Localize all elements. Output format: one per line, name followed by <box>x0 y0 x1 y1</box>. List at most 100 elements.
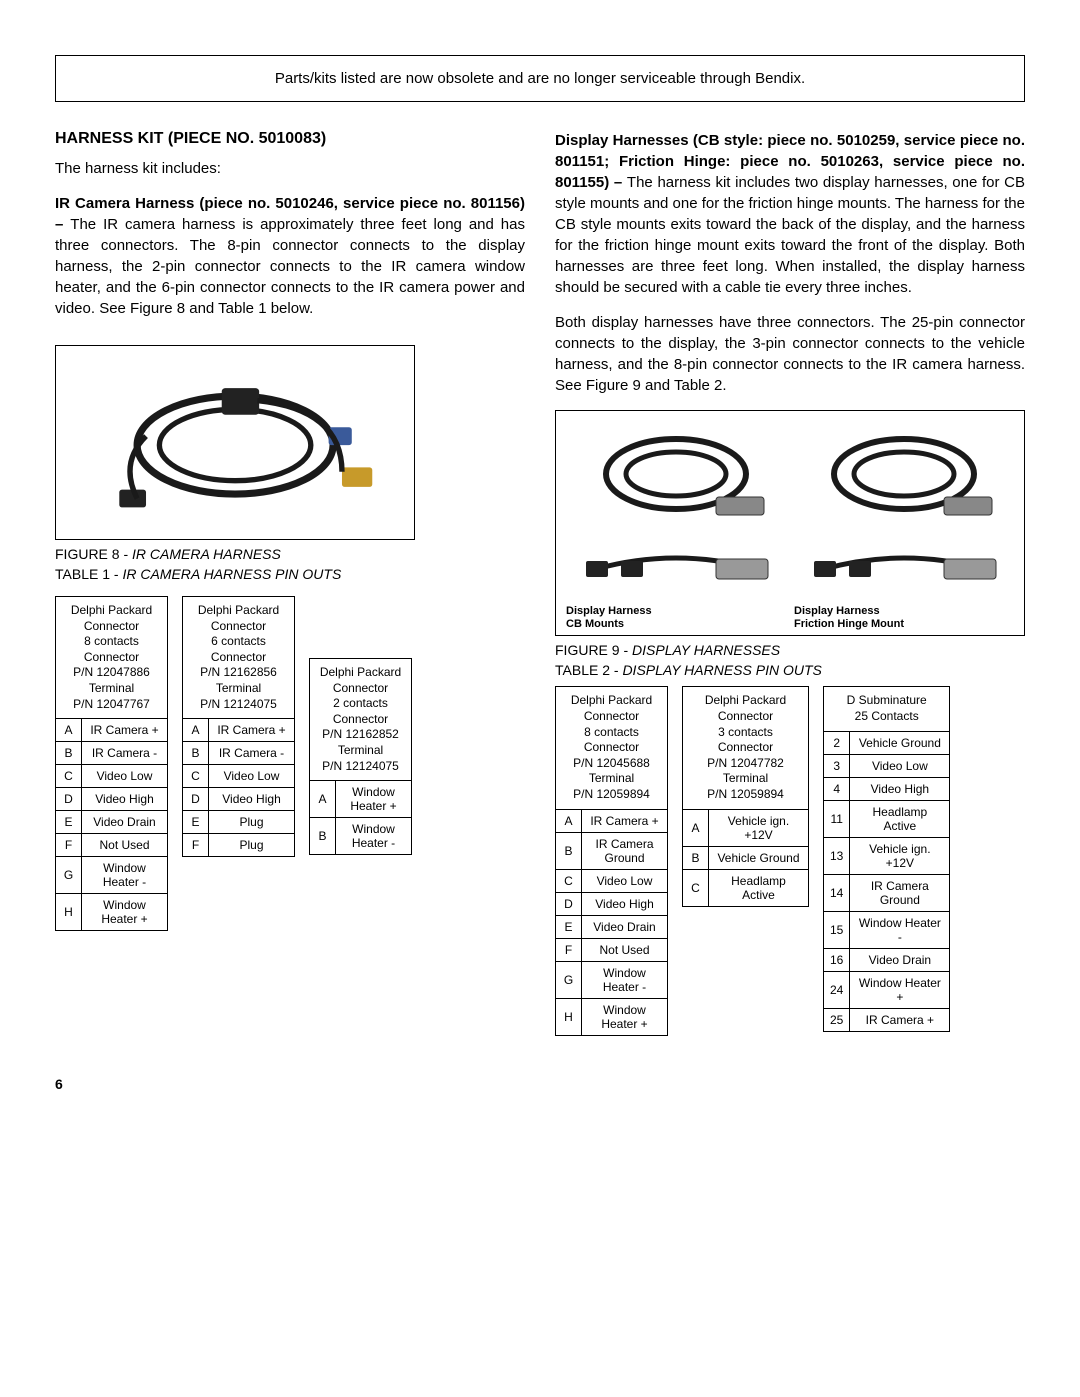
pin-id: 24 <box>824 971 850 1008</box>
right-column: Display Harnesses (CB style: piece no. 5… <box>555 130 1025 1036</box>
figure-9-frame: Display Harness CB Mounts Display Harnes… <box>555 410 1025 636</box>
table1-c6-header: Delphi PackardConnector6 contactsConnect… <box>183 597 295 719</box>
table2-25contact: D Subminature25 Contacts 2Vehicle Ground… <box>823 686 950 1031</box>
pin-id: F <box>56 834 82 857</box>
tbl2-italic: DISPLAY HARNESS PIN OUTS <box>622 662 821 678</box>
pin-signal: Window Heater - <box>582 961 668 998</box>
pin-id: A <box>310 781 336 818</box>
pin-id: 2 <box>824 731 850 754</box>
pin-signal: Window Heater - <box>850 911 950 948</box>
fig9-cb-bot <box>566 537 786 601</box>
pin-signal: Window Heater - <box>336 818 412 855</box>
table2-c3-header: Delphi PackardConnector3 contactsConnect… <box>683 687 809 809</box>
pin-id: A <box>556 809 582 832</box>
pin-signal: Video Low <box>82 765 168 788</box>
fig9-labels-row: Display Harness CB Mounts Display Harnes… <box>566 605 1014 631</box>
pin-signal: Video Low <box>582 869 668 892</box>
pin-id: 11 <box>824 800 850 837</box>
harness-kit-title: HARNESS KIT (PIECE NO. 5010083) <box>55 130 525 148</box>
pin-id: B <box>683 846 709 869</box>
pin-id: 14 <box>824 874 850 911</box>
table-2-group: Delphi PackardConnector8 contactsConnect… <box>555 686 1025 1035</box>
dh-para1-rest: The harness kit includes two display har… <box>555 174 1025 296</box>
display-harness-fh-connectors <box>794 537 1014 601</box>
pin-id: H <box>556 998 582 1035</box>
pin-id: D <box>183 788 209 811</box>
table2-c8-header: Delphi PackardConnector8 contactsConnect… <box>556 687 668 809</box>
table1-c2-header: Delphi PackardConnector2 contactsConnect… <box>310 659 412 781</box>
pin-id: B <box>56 742 82 765</box>
pin-signal: Video Low <box>209 765 295 788</box>
fig9-italic: DISPLAY HARNESSES <box>632 642 780 658</box>
pin-signal: Window Heater + <box>336 781 412 818</box>
pin-id: D <box>56 788 82 811</box>
pin-signal: Not Used <box>82 834 168 857</box>
pin-signal: Vehicle Ground <box>709 846 809 869</box>
pin-signal: Window Heater - <box>82 857 168 894</box>
notice-text: Parts/kits listed are now obsolete and a… <box>275 70 805 87</box>
pin-signal: Window Heater + <box>82 894 168 931</box>
table-2-caption: TABLE 2 - DISPLAY HARNESS PIN OUTS <box>555 662 1025 678</box>
content-columns: HARNESS KIT (PIECE NO. 5010083) The harn… <box>55 130 1025 1036</box>
fig9-label-cb: Display Harness CB Mounts <box>566 605 786 631</box>
pin-id: F <box>556 938 582 961</box>
pin-signal: IR Camera + <box>209 719 295 742</box>
pin-id: B <box>556 832 582 869</box>
display-harness-para1: Display Harnesses (CB style: piece no. 5… <box>555 130 1025 298</box>
obsolete-notice: Parts/kits listed are now obsolete and a… <box>55 55 1025 102</box>
page-number: 6 <box>55 1076 1025 1092</box>
table2-3contact: Delphi PackardConnector3 contactsConnect… <box>682 686 809 906</box>
fig9-fh-l1: Display Harness <box>794 605 880 617</box>
pin-signal: Video High <box>209 788 295 811</box>
pin-id: B <box>183 742 209 765</box>
fig9-cb-top <box>566 419 786 529</box>
pin-id: E <box>183 811 209 834</box>
table1-8contact: Delphi PackardConnector8 contactsConnect… <box>55 596 168 931</box>
pin-id: 16 <box>824 948 850 971</box>
table2-c25-header: D Subminature25 Contacts <box>824 687 950 731</box>
table1-c8-header: Delphi PackardConnector8 contactsConnect… <box>56 597 168 719</box>
tbl2-prefix: TABLE 2 - <box>555 662 622 678</box>
display-harness-cb-connectors <box>566 537 786 601</box>
fig8-italic: IR CAMERA HARNESS <box>132 546 281 562</box>
tbl1-italic: IR CAMERA HARNESS PIN OUTS <box>122 566 341 582</box>
tbl1-prefix: TABLE 1 - <box>55 566 122 582</box>
pin-signal: Plug <box>209 811 295 834</box>
pin-id: H <box>56 894 82 931</box>
pin-id: 3 <box>824 754 850 777</box>
pin-signal: IR Camera Ground <box>850 874 950 911</box>
pin-signal: Vehicle ign. +12V <box>850 837 950 874</box>
figure-8-frame <box>55 345 415 540</box>
pin-signal: Window Heater + <box>850 971 950 1008</box>
fig9-fh-top <box>794 419 1014 529</box>
pin-id: C <box>183 765 209 788</box>
ir-camera-harness-illustration <box>74 356 396 530</box>
pin-id: 4 <box>824 777 850 800</box>
display-harness-cb-illustration <box>566 419 786 529</box>
fig9-label-fh: Display Harness Friction Hinge Mount <box>794 605 1014 631</box>
pin-signal: Video High <box>82 788 168 811</box>
pin-signal: Video Drain <box>850 948 950 971</box>
ir-para-rest: The IR camera harness is approximately t… <box>55 216 525 317</box>
fig8-prefix: FIGURE 8 - <box>55 546 132 562</box>
pin-signal: Window Heater + <box>582 998 668 1035</box>
pin-id: C <box>683 869 709 906</box>
pin-id: D <box>556 892 582 915</box>
pin-id: A <box>683 809 709 846</box>
pin-signal: Video Drain <box>82 811 168 834</box>
pin-id: F <box>183 834 209 857</box>
table-1-group: Delphi PackardConnector8 contactsConnect… <box>55 596 525 931</box>
pin-id: 13 <box>824 837 850 874</box>
pin-signal: Plug <box>209 834 295 857</box>
pin-signal: IR Camera + <box>850 1008 950 1031</box>
pin-signal: Video Drain <box>582 915 668 938</box>
pin-id: G <box>56 857 82 894</box>
pin-signal: IR Camera - <box>209 742 295 765</box>
pin-signal: Video Low <box>850 754 950 777</box>
pin-signal: IR Camera + <box>582 809 668 832</box>
figure-9-caption: FIGURE 9 - DISPLAY HARNESSES <box>555 642 1025 658</box>
pin-id: A <box>183 719 209 742</box>
pin-signal: Headlamp Active <box>850 800 950 837</box>
table2-8contact: Delphi PackardConnector8 contactsConnect… <box>555 686 668 1035</box>
display-harness-para2: Both display harnesses have three connec… <box>555 312 1025 396</box>
